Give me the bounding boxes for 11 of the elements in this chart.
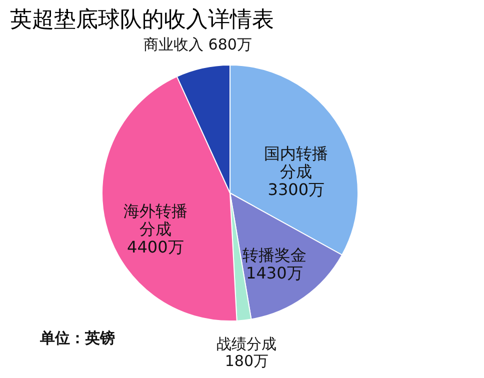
data-label: 4400万 xyxy=(127,237,184,256)
chart-title: 英超垫底球队的收入详情表 xyxy=(10,7,274,32)
slice-label: 国内转播分成 xyxy=(264,144,328,181)
data-label: 3300万 xyxy=(268,180,325,199)
slice-label: 转播奖金 xyxy=(242,246,306,265)
data-label: 1430万 xyxy=(246,264,303,283)
slice-label: 海外转播分成 xyxy=(123,201,188,238)
slice-label: 商业收入 680万 xyxy=(144,35,252,54)
slice-label: 战绩分成 xyxy=(216,335,277,354)
text: 单位：英镑 xyxy=(39,329,115,347)
data-label: 180万 xyxy=(224,352,269,370)
